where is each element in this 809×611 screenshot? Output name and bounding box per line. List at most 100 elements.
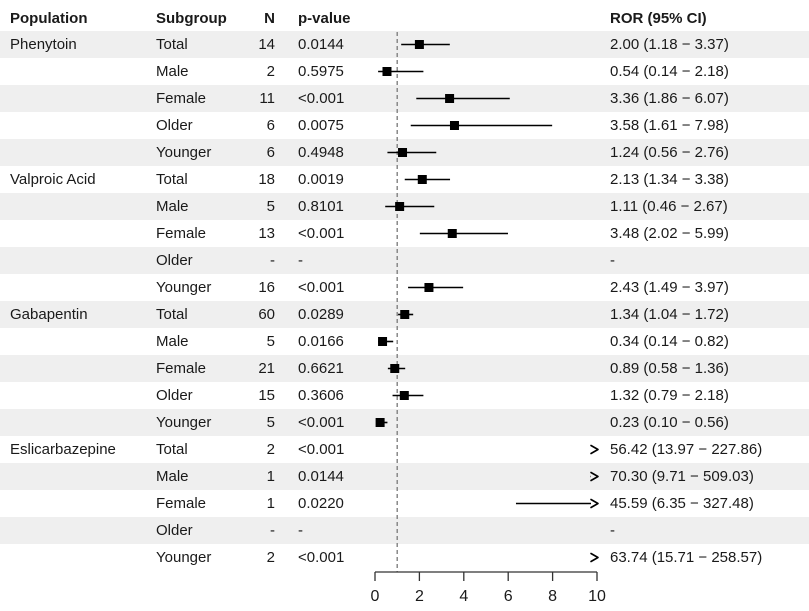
n-value: 60 — [258, 306, 275, 323]
subgroup-label: Younger — [156, 549, 212, 566]
subgroup-label: Total — [156, 36, 188, 53]
population-label: Gabapentin — [10, 306, 88, 323]
p-value: <0.001 — [298, 414, 345, 431]
x-axis-tick-label: 10 — [588, 588, 606, 605]
subgroup-label: Female — [156, 90, 207, 107]
ror-ci-value: 3.58 (1.61 − 7.98) — [610, 117, 729, 134]
subgroup-label: Male — [156, 63, 189, 80]
ror-ci-value: 1.24 (0.56 − 2.76) — [610, 144, 729, 161]
col-header-p-value: p-value — [298, 10, 351, 27]
ror-ci-value: 2.00 (1.18 − 3.37) — [610, 36, 729, 53]
ror-ci-value: 1.11 (0.46 − 2.67) — [610, 198, 728, 215]
subgroup-label: Male — [156, 333, 189, 350]
col-header-ror: ROR (95% CI) — [610, 10, 707, 27]
n-value: 18 — [258, 171, 275, 188]
p-value: <0.001 — [298, 549, 345, 566]
subgroup-label: Male — [156, 468, 189, 485]
ror-ci-value: 3.48 (2.02 − 5.99) — [610, 225, 729, 242]
p-value: 0.0144 — [298, 468, 344, 485]
n-value: 2 — [266, 549, 275, 566]
table-row: Younger 5 <0.001 0.23 (0.10 − 0.56) — [0, 409, 809, 436]
n-value: 11 — [259, 90, 275, 107]
subgroup-label: Total — [156, 171, 188, 188]
ror-ci-value: 45.59 (6.35 − 327.48) — [610, 495, 754, 512]
subgroup-label: Older — [156, 117, 193, 134]
n-value: 1 — [266, 495, 275, 512]
p-value: 0.0075 — [298, 117, 344, 134]
n-value: 5 — [266, 333, 275, 350]
ror-ci-value: 2.13 (1.34 − 3.38) — [610, 171, 729, 188]
p-value: 0.5975 — [298, 63, 344, 80]
table-row: Older - - - — [0, 247, 809, 274]
population-label: Eslicarbazepine — [10, 441, 116, 458]
x-axis-tick-label: 6 — [504, 588, 513, 605]
ror-ci-value: 0.34 (0.14 − 0.82) — [610, 333, 729, 350]
n-value: 21 — [258, 360, 275, 377]
n-value: 5 — [266, 198, 275, 215]
n-value: 13 — [258, 225, 275, 242]
subgroup-label: Total — [156, 441, 188, 458]
subgroup-label: Younger — [156, 279, 212, 296]
p-value: 0.0144 — [298, 36, 344, 53]
table-row: Valproic Acid Total 18 0.0019 2.13 (1.34… — [0, 166, 809, 193]
p-value: <0.001 — [298, 279, 345, 296]
table-row: Male 2 0.5975 0.54 (0.14 − 2.18) — [0, 58, 809, 85]
table-row: Younger 6 0.4948 1.24 (0.56 − 2.76) — [0, 139, 809, 166]
subgroup-label: Female — [156, 495, 207, 512]
subgroup-label: Younger — [156, 144, 212, 161]
p-value: - — [298, 522, 303, 539]
p-value: <0.001 — [298, 441, 345, 458]
table-row: Older - - - — [0, 517, 809, 544]
table-row: Male 1 0.0144 70.30 (9.71 − 509.03) — [0, 463, 809, 490]
table-row: Female 11 <0.001 3.36 (1.86 − 6.07) — [0, 85, 809, 112]
col-header-population: Population — [10, 10, 88, 27]
x-axis-tick-label: 4 — [459, 588, 468, 605]
p-value: 0.0166 — [298, 333, 344, 350]
ror-ci-value: 0.23 (0.10 − 0.56) — [610, 414, 729, 431]
population-label: Phenytoin — [10, 36, 77, 53]
ror-ci-value: - — [610, 522, 615, 539]
subgroup-label: Total — [156, 306, 188, 323]
ror-ci-value: - — [610, 252, 615, 269]
subgroup-label: Male — [156, 198, 189, 215]
n-value: 14 — [258, 36, 275, 53]
n-value: - — [270, 252, 275, 269]
ror-ci-value: 70.30 (9.71 − 509.03) — [610, 468, 754, 485]
n-value: 5 — [266, 414, 275, 431]
table-row: Eslicarbazepine Total 2 <0.001 56.42 (13… — [0, 436, 809, 463]
subgroup-label: Younger — [156, 414, 212, 431]
table-row: Phenytoin Total 14 0.0144 2.00 (1.18 − 3… — [0, 31, 809, 58]
x-axis-tick-label: 0 — [371, 588, 380, 605]
p-value: 0.4948 — [298, 144, 344, 161]
n-value: 6 — [266, 144, 275, 161]
x-axis-tick-label: 2 — [415, 588, 424, 605]
table-row: Female 13 <0.001 3.48 (2.02 − 5.99) — [0, 220, 809, 247]
table-row: Female 21 0.6621 0.89 (0.58 − 1.36) — [0, 355, 809, 382]
subgroup-label: Female — [156, 360, 207, 377]
table-row: Male 5 0.8101 1.11 (0.46 − 2.67) — [0, 193, 809, 220]
col-header-n: N — [264, 10, 275, 27]
ror-ci-value: 56.42 (13.97 − 227.86) — [610, 441, 763, 458]
subgroup-label: Older — [156, 522, 193, 539]
p-value: 0.0289 — [298, 306, 344, 323]
col-header-subgroup: Subgroup — [156, 10, 227, 27]
ror-ci-value: 2.43 (1.49 − 3.97) — [610, 279, 729, 296]
p-value: 0.0019 — [298, 171, 344, 188]
ror-ci-value: 63.74 (15.71 − 258.57) — [610, 549, 763, 566]
x-axis-tick-label: 8 — [548, 588, 557, 605]
p-value: 0.8101 — [298, 198, 344, 215]
subgroup-label: Older — [156, 252, 193, 269]
n-value: 16 — [258, 279, 275, 296]
ror-ci-value: 1.32 (0.79 − 2.18) — [610, 387, 729, 404]
n-value: 2 — [266, 63, 275, 80]
subgroup-label: Older — [156, 387, 193, 404]
population-label: Valproic Acid — [10, 171, 96, 188]
table-row: Gabapentin Total 60 0.0289 1.34 (1.04 − … — [0, 301, 809, 328]
table-row: Female 1 0.0220 45.59 (6.35 − 327.48) — [0, 490, 809, 517]
p-value: 0.3606 — [298, 387, 344, 404]
n-value: 6 — [266, 117, 275, 134]
p-value: 0.6621 — [298, 360, 344, 377]
ror-ci-value: 3.36 (1.86 − 6.07) — [610, 90, 729, 107]
p-value: - — [298, 252, 303, 269]
